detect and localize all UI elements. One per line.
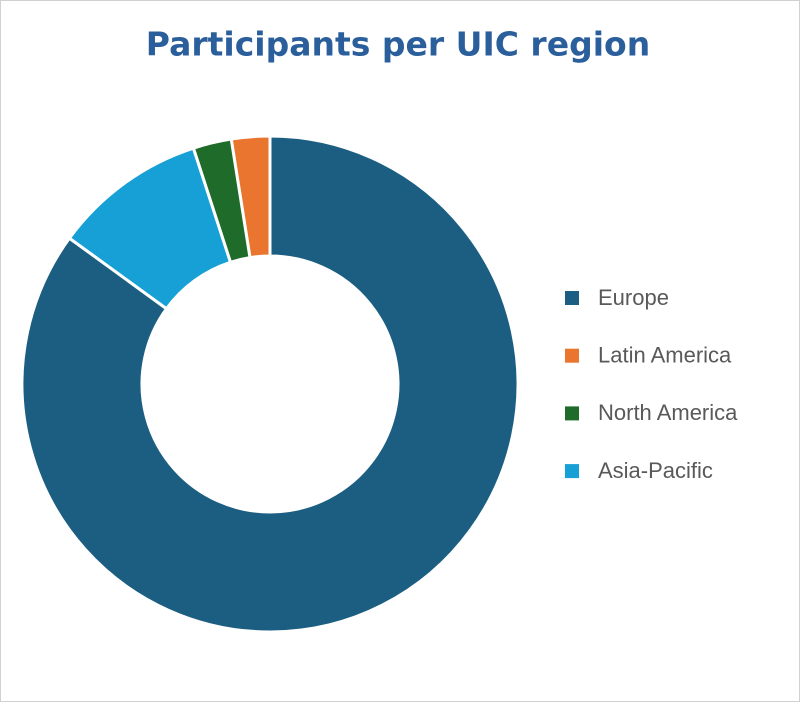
legend-swatch (565, 348, 579, 363)
donut-slice (20, 134, 520, 634)
legend-label: Latin America (598, 343, 732, 368)
legend-label: North America (598, 400, 738, 425)
legend-swatch (565, 464, 579, 479)
legend-label: Europe (598, 285, 669, 310)
legend-swatch (565, 406, 579, 421)
chart-title: Participants per UIC region (146, 25, 650, 64)
legend-label: Asia-Pacific (598, 458, 713, 483)
legend-swatch (565, 291, 579, 305)
